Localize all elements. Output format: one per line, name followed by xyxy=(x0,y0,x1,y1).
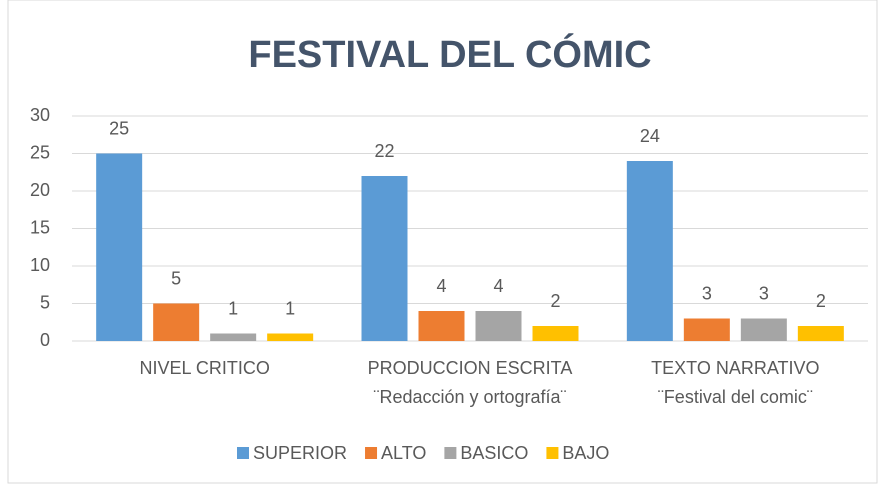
legend-label: BAJO xyxy=(562,443,609,463)
y-tick-label: 0 xyxy=(40,330,50,350)
y-tick-label: 5 xyxy=(40,292,50,312)
data-label: 4 xyxy=(436,276,446,296)
data-label: 3 xyxy=(702,283,712,303)
data-label: 22 xyxy=(374,141,394,161)
y-tick-label: 25 xyxy=(30,142,50,162)
data-label: 2 xyxy=(550,291,560,311)
legend-label: BASICO xyxy=(460,443,528,463)
bar xyxy=(153,303,200,341)
y-tick-label: 20 xyxy=(30,180,50,200)
legend-label: ALTO xyxy=(381,443,426,463)
data-label: 4 xyxy=(493,276,503,296)
x-tick-label: TEXTO NARRATIVO xyxy=(651,358,819,378)
data-label: 1 xyxy=(285,298,295,318)
x-tick-label: ¨Festival del comic¨ xyxy=(658,387,813,407)
data-label: 2 xyxy=(816,291,826,311)
y-tick-label: 15 xyxy=(30,217,50,237)
data-label: 3 xyxy=(759,283,769,303)
bar xyxy=(475,311,522,341)
y-tick-label: 30 xyxy=(30,105,50,125)
x-tick-label: NIVEL CRITICO xyxy=(139,358,269,378)
legend-label: SUPERIOR xyxy=(253,443,347,463)
data-label: 5 xyxy=(171,268,181,288)
data-label: 25 xyxy=(109,118,129,138)
chart-title: FESTIVAL DEL CÓMIC xyxy=(248,32,651,76)
legend-swatch xyxy=(546,447,559,459)
data-label: 24 xyxy=(640,126,660,146)
x-tick-label: PRODUCCION ESCRITA xyxy=(368,358,573,378)
bar xyxy=(96,153,143,341)
bar xyxy=(740,318,787,341)
legend-swatch xyxy=(365,447,378,459)
legend-swatch xyxy=(237,447,249,459)
bar xyxy=(683,318,730,341)
bar xyxy=(361,176,408,341)
bar xyxy=(418,311,465,341)
bar xyxy=(626,161,673,341)
x-tick-label: ¨Redacción y ortografía¨ xyxy=(373,387,566,407)
chart-border xyxy=(7,0,878,484)
bar xyxy=(210,333,257,341)
bar xyxy=(797,326,844,341)
legend-swatch xyxy=(444,447,457,459)
bar xyxy=(532,326,579,341)
y-tick-label: 10 xyxy=(30,255,50,275)
bar xyxy=(267,333,314,341)
data-label: 1 xyxy=(228,298,238,318)
